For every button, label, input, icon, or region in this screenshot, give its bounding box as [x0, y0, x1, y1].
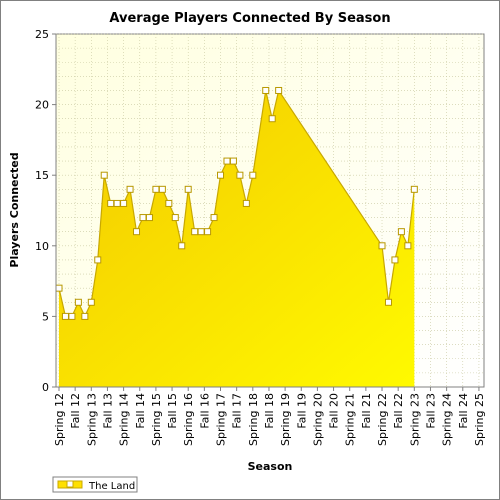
x-tick-label: Spring 17	[215, 393, 228, 446]
data-point	[217, 171, 225, 179]
data-point	[378, 242, 386, 250]
y-tick-label: 25	[35, 28, 49, 41]
data-point	[204, 228, 212, 236]
x-tick-label: Fall 24	[457, 393, 470, 429]
data-points	[55, 86, 418, 320]
data-point	[94, 256, 102, 264]
data-point	[145, 214, 153, 222]
series-line-the-land	[58, 88, 415, 318]
data-point	[171, 214, 179, 222]
data-point	[242, 199, 250, 207]
x-tick-label: Spring 15	[150, 393, 163, 446]
data-point	[275, 86, 283, 94]
legend-marker-the-land	[66, 480, 74, 488]
data-point	[139, 214, 147, 222]
x-tick-label: Spring 22	[376, 393, 389, 446]
chart-title: Average Players Connected By Season	[109, 11, 390, 26]
data-point	[61, 312, 69, 320]
x-tick-label: Fall 22	[392, 393, 405, 429]
x-tick-label: Spring 21	[344, 393, 357, 446]
x-tick-label: Spring 14	[118, 393, 131, 446]
data-point	[223, 157, 231, 165]
x-tick-label: Spring 20	[311, 393, 324, 446]
data-point	[165, 199, 173, 207]
data-point	[404, 242, 412, 250]
data-point	[210, 214, 218, 222]
data-point	[268, 115, 276, 123]
data-point	[191, 228, 199, 236]
x-tick-label: Spring 16	[182, 393, 195, 446]
data-point	[133, 228, 141, 236]
data-point	[55, 284, 63, 292]
y-tick-label: 0	[42, 381, 49, 394]
x-tick-label: Fall 12	[69, 393, 82, 429]
x-tick-label: Spring 19	[279, 393, 292, 446]
data-point	[158, 185, 166, 193]
y-tick-label: 15	[35, 169, 49, 182]
x-tick-label: Fall 16	[198, 393, 211, 429]
x-tick-label: Fall 13	[101, 393, 114, 429]
x-tick-label: Fall 18	[263, 393, 276, 429]
x-tick-label: Fall 17	[231, 393, 244, 429]
y-axis-ticks: 0 5 10 15 20 25	[35, 28, 56, 394]
x-tick-label: Spring 23	[408, 393, 421, 446]
x-tick-label: Fall 14	[134, 393, 147, 429]
data-point	[87, 298, 95, 306]
data-point	[229, 157, 237, 165]
x-tick-label: Spring 18	[247, 393, 260, 446]
data-point	[113, 199, 121, 207]
data-point	[236, 171, 244, 179]
x-tick-label: Fall 23	[424, 393, 437, 429]
data-point	[184, 185, 192, 193]
x-axis-title: Season	[248, 460, 293, 473]
legend-label-the-land: The Land	[88, 481, 135, 492]
x-axis-ticks: Spring 12 Fall 12 Spring 13 Fall 13 Spring 1…	[53, 387, 486, 446]
data-point	[262, 86, 270, 94]
data-point	[391, 256, 399, 264]
data-point	[410, 185, 418, 193]
data-point	[152, 185, 160, 193]
x-tick-label: Fall 21	[360, 393, 373, 429]
data-point	[249, 171, 257, 179]
data-point	[120, 199, 128, 207]
x-tick-label: Spring 13	[85, 393, 98, 446]
data-point	[384, 298, 392, 306]
data-point	[107, 199, 115, 207]
data-point	[197, 228, 205, 236]
legend: The Land	[52, 476, 138, 493]
data-point	[178, 242, 186, 250]
y-axis-title: Players Connected	[8, 152, 21, 267]
x-tick-label: Spring 24	[441, 393, 454, 446]
data-point	[74, 298, 82, 306]
data-point	[81, 312, 89, 320]
data-point	[126, 185, 134, 193]
x-tick-label: Fall 19	[295, 393, 308, 429]
x-tick-label: Fall 20	[328, 393, 341, 429]
data-point	[397, 228, 405, 236]
data-point	[68, 312, 76, 320]
y-tick-label: 5	[42, 310, 49, 323]
x-tick-label: Fall 15	[166, 393, 179, 429]
y-tick-label: 20	[35, 99, 49, 112]
data-point	[100, 171, 108, 179]
x-tick-label: Spring 25	[473, 393, 486, 446]
x-tick-label: Spring 12	[53, 393, 66, 446]
y-tick-label: 10	[35, 240, 49, 253]
series-area-the-land	[59, 90, 415, 387]
